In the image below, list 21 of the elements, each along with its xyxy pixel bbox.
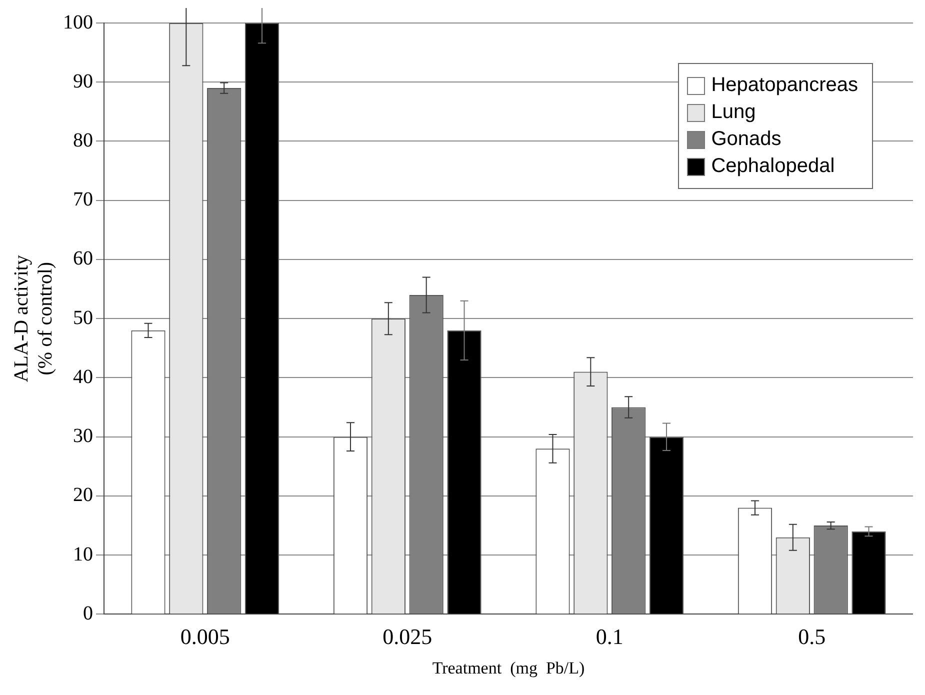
y-tick-label: 60 [73, 248, 93, 270]
y-tick-label: 0 [83, 602, 93, 624]
y-axis-title: ALA-D activity (% of control) [10, 255, 56, 382]
x-axis-title: Treatment (mg Pb/L) [432, 658, 585, 678]
legend-label: Hepatopancreas [711, 74, 858, 97]
y-tick-label: 20 [73, 484, 93, 506]
y-tick-label: 80 [73, 129, 93, 152]
legend-label: Lung [711, 101, 756, 124]
legend-label: Cephalopedal [711, 155, 835, 178]
y-tick-label: 10 [73, 543, 93, 566]
x-tick-label: 0.5 [798, 624, 826, 650]
x-tick-label: 0.005 [180, 624, 230, 650]
x-tick-label: 0.1 [596, 624, 624, 650]
y-tick-label: 40 [73, 366, 93, 388]
y-tick-label: 70 [73, 188, 93, 211]
y-tick-label: 90 [73, 70, 93, 92]
y-tick-label: 50 [73, 306, 93, 329]
x-tick-label: 0.025 [382, 624, 432, 650]
y-tick-label: 30 [73, 425, 93, 448]
y-tick-label: 100 [63, 11, 93, 34]
legend-label: Gonads [711, 128, 782, 151]
